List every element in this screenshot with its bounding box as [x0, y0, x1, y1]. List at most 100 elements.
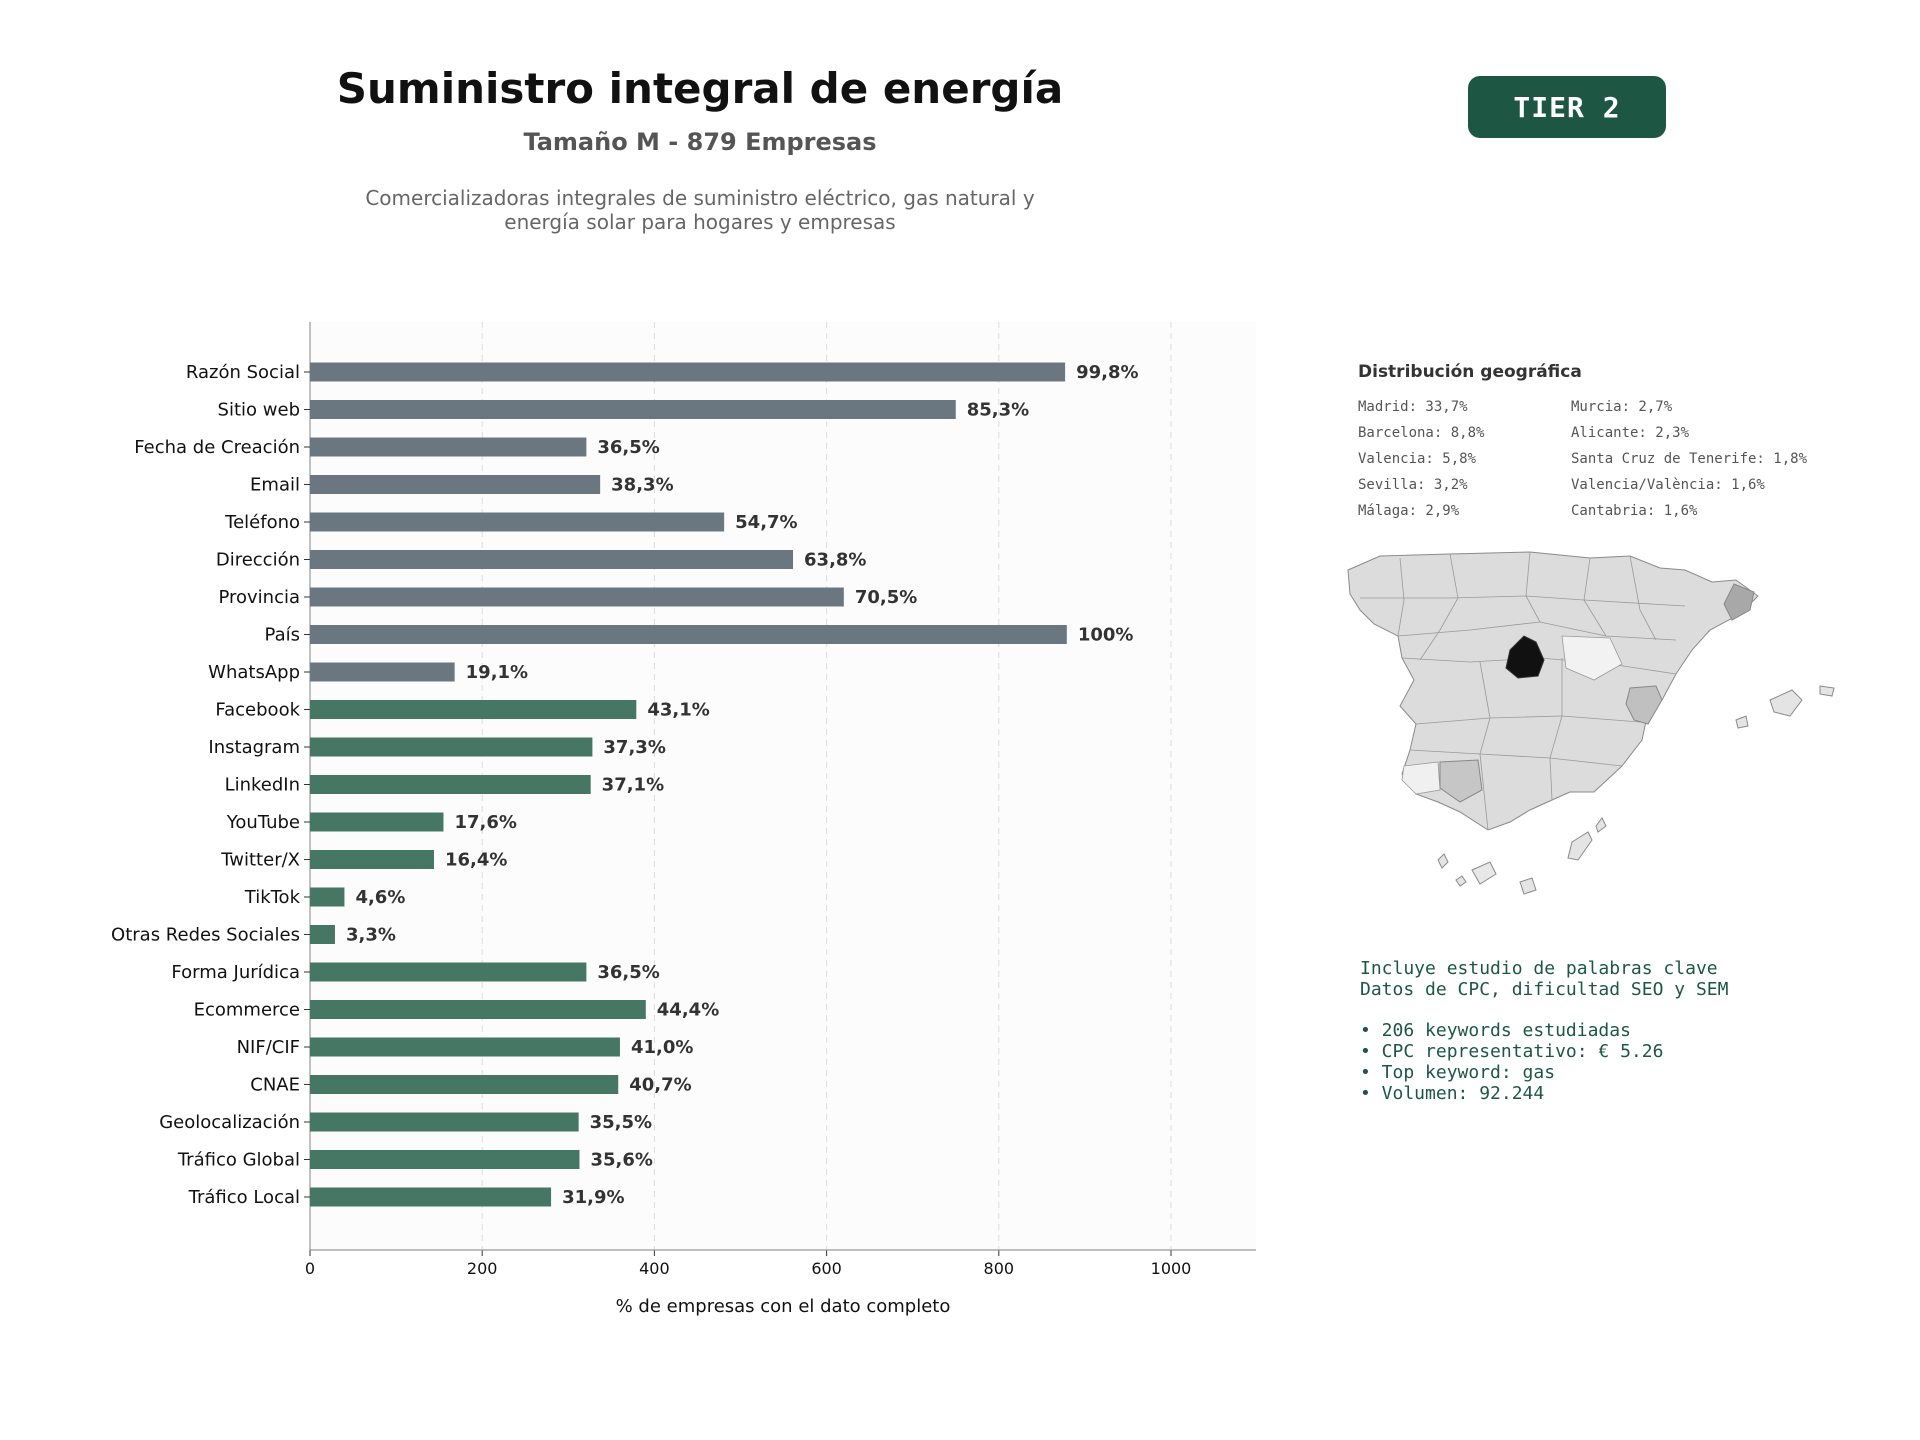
bar: [310, 550, 794, 569]
bar: [310, 700, 637, 719]
y-tick-label: Tráfico Local: [188, 1187, 300, 1208]
geo-item: Sevilla: 3,2%: [1358, 477, 1468, 493]
map-region-sevilla: [1439, 759, 1483, 803]
x-tick-label: 800: [984, 1259, 1015, 1278]
geo-item: Barcelona: 8,8%: [1358, 425, 1485, 441]
geo-item: Valencia: 5,8%: [1358, 451, 1477, 467]
data-label: 70,5%: [855, 587, 917, 608]
bar: [310, 587, 844, 607]
map-region-canarias-gomera: [1455, 875, 1467, 887]
y-tick-label: CNAE: [250, 1075, 300, 1096]
map-region-mallorca: [1769, 689, 1803, 717]
map-region-canarias-la-palma: [1437, 853, 1449, 869]
map-region-ibiza: [1735, 715, 1749, 729]
x-axis-label: % de empresas con el dato completo: [616, 1296, 951, 1317]
data-label: 54,7%: [735, 512, 797, 533]
x-tick-label: 600: [811, 1259, 842, 1278]
keyword-study-box: Incluye estudio de palabras clave Datos …: [1360, 958, 1900, 1104]
bar: [310, 775, 591, 794]
data-label: 63,8%: [804, 550, 866, 571]
page-title: Suministro integral de energía: [336, 64, 1064, 113]
geo-item: Cantabria: 1,6%: [1571, 503, 1698, 519]
data-label: 37,3%: [603, 737, 665, 758]
bar: [310, 1075, 619, 1094]
map-region-barcelona: [1723, 583, 1755, 621]
spacer: [1360, 1000, 1900, 1020]
bar: [310, 737, 593, 757]
data-label: 16,4%: [445, 850, 507, 871]
bar: [310, 1150, 580, 1169]
bar: [310, 400, 956, 419]
bar: [310, 1000, 646, 1019]
data-label: 31,9%: [562, 1187, 624, 1208]
geo-distribution-list: Madrid: 33,7% Murcia: 2,7% Barcelona: 8,…: [1358, 398, 1878, 520]
y-tick-label: Otras Redes Sociales: [111, 925, 300, 946]
bar: [310, 1112, 579, 1132]
y-tick-label: Teléfono: [224, 512, 300, 533]
x-tick-label: 1000: [1151, 1259, 1192, 1278]
map-region-canarias-lanzarote: [1595, 817, 1607, 833]
map-region-canarias-tenerife: [1471, 861, 1497, 885]
y-tick-label: Email: [250, 475, 300, 496]
map-region-canarias-gran-canaria: [1519, 877, 1537, 895]
keyword-intro-line: Incluye estudio de palabras clave: [1360, 958, 1718, 979]
x-tick-label: 0: [305, 1259, 315, 1278]
bar: [310, 662, 455, 682]
keyword-intro-line: Datos de CPC, dificultad SEO y SEM: [1360, 979, 1729, 1000]
data-label: 44,4%: [657, 1000, 719, 1021]
page-subtitle: Tamaño M - 879 Empresas: [523, 128, 877, 156]
geo-item: Valencia/València: 1,6%: [1571, 477, 1765, 493]
spain-choropleth-map: [1347, 551, 1835, 895]
geo-item: Santa Cruz de Tenerife: 1,8%: [1571, 451, 1808, 467]
y-tick-label: Razón Social: [186, 362, 300, 383]
bar: [310, 1037, 620, 1057]
data-label: 35,6%: [590, 1150, 652, 1171]
data-label: 85,3%: [967, 400, 1029, 421]
keyword-bullet: • Volumen: 92.244: [1360, 1083, 1545, 1104]
bar: [310, 962, 587, 982]
map-region-huelva: [1401, 761, 1441, 795]
keyword-bullet: • CPC representativo: € 5.26: [1360, 1041, 1664, 1062]
data-label: 4,6%: [355, 887, 405, 908]
bar: [310, 925, 335, 944]
y-tick-label: Tráfico Global: [177, 1150, 300, 1171]
description-line: energía solar para hogares y empresas: [504, 210, 896, 234]
map-region-valencia: [1625, 685, 1663, 725]
y-tick-label: LinkedIn: [225, 775, 300, 796]
data-label: 43,1%: [647, 700, 709, 721]
bar: [310, 437, 587, 457]
geo-item: Málaga: 2,9%: [1358, 503, 1460, 519]
map-region-mainland: [1347, 551, 1759, 831]
bar: [310, 512, 725, 532]
keyword-bullet: • Top keyword: gas: [1360, 1062, 1556, 1083]
x-tick-label: 200: [467, 1259, 498, 1278]
page-description: Comercializadoras integrales de suminist…: [340, 186, 1060, 234]
y-tick-label: TikTok: [244, 887, 301, 908]
data-label: 36,5%: [597, 962, 659, 983]
data-label: 100%: [1078, 625, 1134, 646]
y-tick-label: NIF/CIF: [237, 1037, 300, 1058]
bar: [310, 362, 1066, 382]
y-tick-label: Facebook: [215, 700, 300, 721]
data-label: 99,8%: [1076, 362, 1138, 383]
y-tick-label: Twitter/X: [220, 850, 300, 871]
data-label: 37,1%: [602, 775, 664, 796]
keyword-bullet: • 206 keywords estudiadas: [1360, 1020, 1631, 1041]
geo-distribution-title: Distribución geográfica: [1358, 362, 1582, 382]
geo-item: Murcia: 2,7%: [1571, 399, 1673, 415]
data-label: 38,3%: [611, 475, 673, 496]
data-label: 36,5%: [597, 437, 659, 458]
map-region-cuenca: [1561, 635, 1623, 681]
data-label: 3,3%: [346, 925, 396, 946]
y-tick-label: Ecommerce: [194, 1000, 300, 1021]
geo-item: Madrid: 33,7%: [1358, 399, 1468, 415]
data-label: 17,6%: [454, 812, 516, 833]
y-tick-label: YouTube: [226, 812, 300, 833]
x-tick-label: 400: [639, 1259, 670, 1278]
y-tick-label: Forma Jurídica: [171, 962, 300, 983]
bar: [310, 1187, 552, 1207]
data-label: 35,5%: [590, 1112, 652, 1133]
y-tick-label: Sitio web: [218, 400, 300, 421]
bar: [310, 625, 1067, 644]
map-region-menorca: [1819, 685, 1835, 697]
